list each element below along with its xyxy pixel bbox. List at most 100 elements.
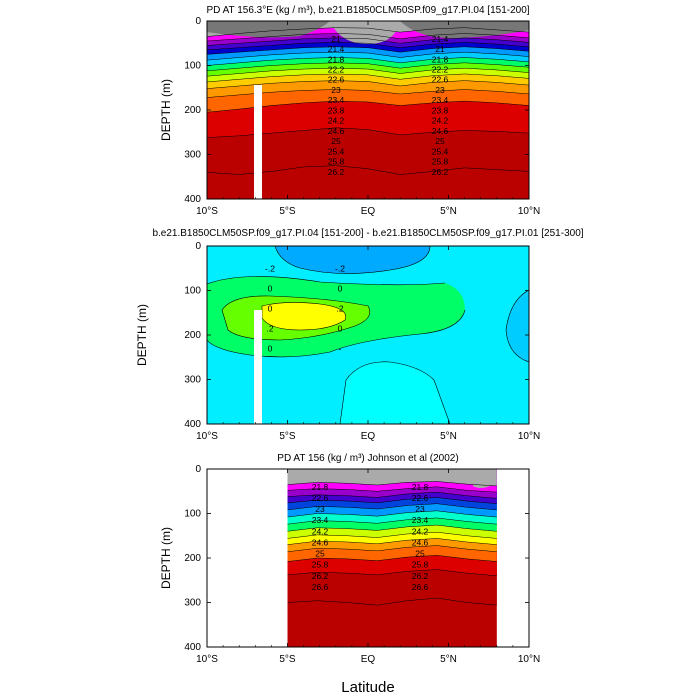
- contour-label: 25: [415, 549, 425, 559]
- panel-1-ylabel: DEPTH (m): [159, 79, 173, 141]
- y-tick-label: 100: [184, 509, 201, 520]
- contour-label: 25.8: [328, 157, 345, 167]
- contour-label: 25.4: [328, 146, 345, 156]
- contour-label: -.2: [335, 263, 345, 273]
- contour-label: 22.6: [432, 75, 449, 85]
- density-contour-line: [287, 497, 497, 504]
- contour-label: 24.6: [328, 126, 345, 136]
- contour-label: 23: [415, 504, 425, 514]
- panel-1-land-mask: [254, 85, 262, 200]
- panel-3-title: PD AT 156 (kg / m³) Johnson et al (2002): [277, 453, 458, 464]
- diff-region-negative-surface: [275, 246, 430, 274]
- panel-2-land-mask: [254, 310, 262, 425]
- x-tick-label: 10°S: [196, 431, 218, 442]
- panel-2-ylabel: DEPTH (m): [135, 304, 149, 366]
- diff-region-positive-max: [262, 302, 346, 330]
- contour-label: -.2: [265, 263, 275, 273]
- contour-label: 24.6: [432, 126, 449, 136]
- density-band: [207, 21, 330, 38]
- diff-contour-pos: [221, 295, 371, 341]
- contour-label: 0: [338, 283, 343, 293]
- x-tick-label: 5°N: [440, 431, 457, 442]
- contour-label: 24.2: [432, 116, 449, 126]
- density-contour-line: [207, 62, 529, 72]
- panel-2-title: b.e21.B1850CLM50SP.f09_g17.PI.04 [151-20…: [152, 228, 583, 239]
- contour-label: 24.6: [312, 537, 329, 547]
- density-band: [400, 21, 529, 39]
- contour-label: 26.2: [312, 571, 329, 581]
- y-tick-label: 400: [184, 194, 201, 205]
- contour-label: 21.4: [328, 44, 345, 54]
- panel-2-contour-labels: -.2 -.2 0 0 0 .2 .2 0 0 -: [265, 263, 345, 353]
- diff-contour-neg-east: [505, 289, 529, 363]
- density-contour-line: [207, 51, 529, 61]
- density-contour-line: [207, 57, 529, 66]
- y-tick-label: 100: [184, 286, 201, 297]
- y-tick-label: 0: [195, 241, 201, 252]
- panel-1-fill: [207, 21, 529, 199]
- y-tick-label: 300: [184, 150, 201, 161]
- panel-2-x-ticks: 10°S 5°S EQ 5°N 10°N: [196, 246, 540, 442]
- density-contour-line: [207, 73, 529, 83]
- x-tick-label: 5°S: [279, 431, 296, 442]
- panel-1-contours: [207, 27, 529, 175]
- density-contour-line: [207, 42, 529, 51]
- panel-1-y-ticks: 0 100 200 300 400: [184, 16, 529, 205]
- panel-3-y-ticks: 0 100 200 300 400: [184, 464, 529, 653]
- contour-label: 0: [338, 323, 343, 333]
- contour-label: 23.8: [432, 105, 449, 115]
- x-tick-label: 10°S: [196, 206, 218, 217]
- y-tick-label: 0: [195, 464, 201, 475]
- density-contour-line: [287, 531, 497, 539]
- x-tick-label: 5°N: [440, 206, 457, 217]
- density-contour-line: [287, 503, 497, 511]
- x-tick-label: 5°N: [440, 654, 457, 665]
- contour-label: 26.2: [328, 167, 345, 177]
- contour-label: 22.6: [412, 493, 429, 503]
- contour-label: 25: [435, 136, 445, 146]
- contour-label: 22.2: [432, 65, 449, 75]
- density-contour-line: [287, 597, 497, 606]
- diff-region-negative-east: [506, 290, 529, 362]
- density-contour-line: [287, 491, 497, 499]
- contour-label: -: [339, 343, 342, 353]
- contour-label: 26.2: [432, 167, 449, 177]
- density-contour-line: [207, 46, 529, 55]
- y-tick-label: 300: [184, 598, 201, 609]
- contour-label: 25.4: [432, 146, 449, 156]
- panel-3-contours: [287, 481, 497, 606]
- panel-3: PD AT 156 (kg / m³) Johnson et al (2002)…: [159, 453, 540, 665]
- panel-2: b.e21.B1850CLM50SP.f09_g17.PI.04 [151-20…: [135, 228, 584, 442]
- x-tick-label: 10°N: [518, 431, 540, 442]
- y-tick-label: 200: [184, 330, 201, 341]
- contour-label: 0: [268, 343, 273, 353]
- y-tick-label: 0: [195, 16, 201, 27]
- contour-label: 26.6: [412, 582, 429, 592]
- contour-label: 21.8: [432, 54, 449, 64]
- contour-label: 23.4: [312, 515, 329, 525]
- diff-contour-zero-lower: [207, 309, 466, 358]
- contour-label: 21.4: [432, 34, 449, 44]
- x-tick-label: 10°N: [518, 654, 540, 665]
- density-contour-line: [207, 33, 529, 42]
- density-contour-line: [287, 545, 497, 553]
- y-tick-label: 200: [184, 553, 201, 564]
- x-tick-label: 10°S: [196, 654, 218, 665]
- contour-label: 22.6: [312, 493, 329, 503]
- y-tick-label: 400: [184, 419, 201, 430]
- density-contour-line: [207, 80, 529, 89]
- contour-label: 25.8: [312, 560, 329, 570]
- density-contour-line: [287, 569, 497, 577]
- diff-region-negative-lower: [340, 361, 450, 424]
- density-contour-line: [287, 481, 497, 487]
- x-tick-label: EQ: [361, 431, 376, 442]
- contour-label: .2: [336, 303, 343, 313]
- x-tick-label: EQ: [361, 654, 376, 665]
- contour-label: 21.8: [312, 482, 329, 492]
- contour-label: 25: [331, 136, 341, 146]
- contour-label: 21.8: [412, 482, 429, 492]
- contour-label: 21.8: [328, 54, 345, 64]
